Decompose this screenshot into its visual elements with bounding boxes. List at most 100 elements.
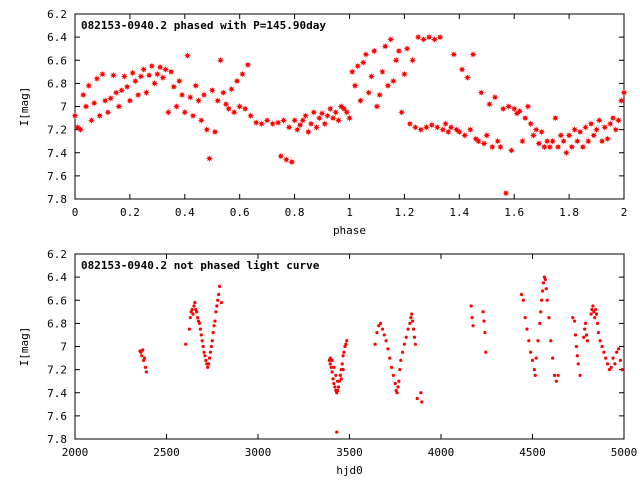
data-point — [209, 344, 213, 349]
data-point — [582, 123, 589, 131]
data-point — [510, 105, 518, 113]
data-point — [389, 365, 394, 369]
x-tick-label: 2000 — [62, 446, 89, 459]
data-point — [450, 51, 458, 58]
chart-panel-2: 2000 2500 3000 3500 4000 4500 5000 6.2 6.4 6.6 6.8… — [18, 248, 637, 477]
data-point — [527, 339, 531, 343]
data-point — [525, 327, 529, 331]
data-point — [483, 132, 491, 139]
data-point — [508, 147, 515, 154]
data-point — [258, 120, 266, 128]
x-tick-label: 5000 — [611, 446, 638, 459]
data-point — [115, 103, 123, 110]
data-point — [549, 137, 556, 145]
data-point — [263, 117, 271, 124]
y-tick-label: 6.6 — [47, 294, 67, 307]
data-point — [552, 373, 557, 378]
x-tick-label: 4500 — [519, 446, 546, 459]
data-point — [419, 391, 423, 395]
data-point — [399, 358, 403, 362]
data-point — [198, 327, 202, 331]
data-point — [384, 82, 392, 90]
data-point — [142, 356, 147, 360]
data-point — [324, 112, 331, 120]
data-point — [415, 396, 419, 401]
data-point — [329, 114, 337, 122]
data-point — [536, 339, 540, 343]
data-point — [85, 82, 93, 90]
data-point — [475, 137, 482, 145]
data-point — [139, 350, 143, 354]
data-point — [99, 70, 106, 78]
data-point — [571, 315, 575, 320]
data-point — [215, 304, 219, 308]
y-tick-label: 7.4 — [47, 387, 67, 400]
data-point — [239, 70, 246, 78]
x-tick-label: 0.6 — [230, 206, 250, 219]
data-point — [156, 63, 164, 71]
data-point — [538, 321, 542, 325]
data-point — [82, 103, 90, 110]
data-point — [392, 56, 400, 64]
data-point — [339, 377, 343, 381]
data-point — [615, 350, 619, 354]
chart-title: 082153-0940.2 phased with P=145.90day — [81, 19, 326, 32]
data-point — [233, 77, 241, 85]
data-point — [547, 315, 551, 320]
data-point — [557, 132, 565, 139]
data-point — [618, 358, 622, 362]
data-point — [546, 143, 554, 151]
y-tick-label: 7.6 — [47, 170, 67, 183]
data-point — [326, 105, 334, 113]
data-point — [346, 114, 353, 122]
data-point — [188, 315, 192, 320]
data-point — [470, 315, 474, 320]
data-point — [411, 327, 416, 331]
data-point — [598, 137, 606, 145]
data-point — [483, 331, 487, 335]
data-point — [206, 155, 213, 162]
data-point — [519, 137, 526, 145]
data-point — [412, 123, 419, 131]
data-point — [336, 385, 341, 389]
data-point — [170, 83, 178, 91]
data-point — [554, 143, 562, 151]
data-point — [373, 342, 377, 346]
data-point — [184, 342, 188, 346]
data-point — [552, 114, 559, 122]
data-point — [296, 121, 304, 129]
data-point — [210, 339, 214, 343]
data-point — [77, 126, 84, 133]
data-point — [342, 350, 346, 354]
data-point — [189, 112, 197, 120]
data-point — [181, 108, 189, 116]
data-point — [488, 143, 496, 151]
data-point — [141, 348, 145, 352]
data-point — [192, 82, 200, 90]
data-point — [345, 339, 349, 343]
data-point — [464, 74, 471, 81]
data-point — [206, 365, 210, 369]
data-point — [379, 321, 383, 325]
y-tick-label: 6.4 — [47, 271, 67, 284]
y-tick-label: 7.2 — [47, 364, 67, 377]
data-point — [376, 91, 384, 99]
data-point — [123, 83, 131, 91]
data-point — [605, 362, 610, 366]
data-point — [225, 105, 233, 113]
y-tick-label: 7.6 — [47, 410, 67, 423]
data-series — [138, 275, 624, 434]
data-point — [408, 321, 412, 325]
data-point — [269, 120, 276, 128]
data-point — [328, 356, 332, 360]
data-point — [425, 33, 433, 41]
data-point — [494, 137, 502, 145]
data-point — [428, 121, 436, 129]
data-point — [71, 112, 79, 120]
data-point — [400, 350, 405, 354]
x-tick-label: 4000 — [428, 446, 455, 459]
data-point — [288, 158, 296, 166]
data-point — [344, 342, 348, 346]
data-point — [532, 368, 536, 372]
data-point — [217, 56, 224, 64]
